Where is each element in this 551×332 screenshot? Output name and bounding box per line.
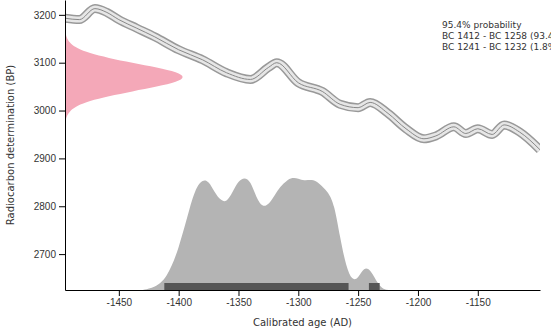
y-tick-mark bbox=[59, 111, 65, 112]
x-tick-label: -1150 bbox=[466, 297, 491, 308]
chart: -1450-1400-1350-1300-1250-1200-115027002… bbox=[0, 0, 551, 332]
range-bar bbox=[369, 283, 380, 290]
y-tick-mark bbox=[59, 15, 65, 16]
y-tick: 3200 bbox=[34, 10, 65, 21]
calibration-curve bbox=[65, 9, 540, 150]
y-tick: 3100 bbox=[34, 57, 65, 68]
annotation: BC 1412 - BC 1258 (93.4%) bbox=[442, 31, 551, 41]
annotation: BC 1241 - BC 1232 (1.8%) bbox=[442, 42, 551, 52]
x-tick-label: -1300 bbox=[286, 297, 312, 308]
y-tick-mark bbox=[59, 63, 65, 64]
x-tick: -1350 bbox=[226, 290, 252, 308]
x-tick-mark bbox=[418, 290, 419, 296]
range-bar bbox=[164, 283, 348, 290]
x-tick-mark bbox=[358, 290, 359, 296]
y-tick-label: 2800 bbox=[34, 201, 57, 212]
x-tick-label: -1450 bbox=[107, 297, 133, 308]
x-tick-label: -1350 bbox=[226, 297, 252, 308]
x-tick: -1150 bbox=[466, 290, 491, 308]
x-tick-mark bbox=[238, 290, 239, 296]
calibration-curve-inner bbox=[65, 9, 540, 150]
x-axis: -1450 -1400 -1350 -1300 -1250 -1200 -1150 bbox=[66, 290, 541, 308]
x-tick-mark bbox=[298, 290, 299, 296]
y-tick-mark bbox=[59, 158, 65, 159]
x-tick: -1250 bbox=[346, 290, 372, 308]
y-tick: 2900 bbox=[34, 153, 65, 164]
x-axis-title: Calibrated age (AD) bbox=[253, 317, 352, 328]
y-tick-label: 3100 bbox=[34, 57, 57, 68]
y-tick: 2800 bbox=[34, 201, 65, 212]
x-tick-label: -1400 bbox=[166, 297, 192, 308]
y-tick-label: 2900 bbox=[34, 153, 57, 164]
y-axis-title: Radiocarbon determination (BP) bbox=[5, 65, 16, 225]
y-tick: 2700 bbox=[34, 249, 65, 260]
x-tick-label: -1250 bbox=[346, 297, 372, 308]
x-tick: -1200 bbox=[406, 290, 432, 308]
calibration-curve-band bbox=[65, 9, 540, 150]
y-tick-label: 3000 bbox=[34, 105, 57, 116]
annotation: 95.4% probability bbox=[442, 20, 522, 30]
x-tick-mark bbox=[119, 290, 120, 296]
y-tick-mark bbox=[59, 254, 65, 255]
x-tick-mark bbox=[478, 290, 479, 296]
x-tick: -1450 bbox=[107, 290, 133, 308]
x-tick: -1300 bbox=[286, 290, 312, 308]
y-axis: 2700 2800 2900 3000 3100 3200 bbox=[34, 1, 66, 291]
x-axis-line bbox=[66, 290, 541, 291]
y-tick-label: 2700 bbox=[34, 249, 57, 260]
y-axis-line bbox=[65, 1, 66, 291]
x-tick-mark bbox=[179, 290, 180, 296]
y-tick-label: 3200 bbox=[34, 10, 57, 21]
calibrated-distribution bbox=[143, 178, 388, 290]
x-tick-label: -1200 bbox=[406, 297, 432, 308]
y-tick: 3000 bbox=[34, 105, 65, 116]
y-tick-mark bbox=[59, 206, 65, 207]
x-tick: -1400 bbox=[166, 290, 192, 308]
